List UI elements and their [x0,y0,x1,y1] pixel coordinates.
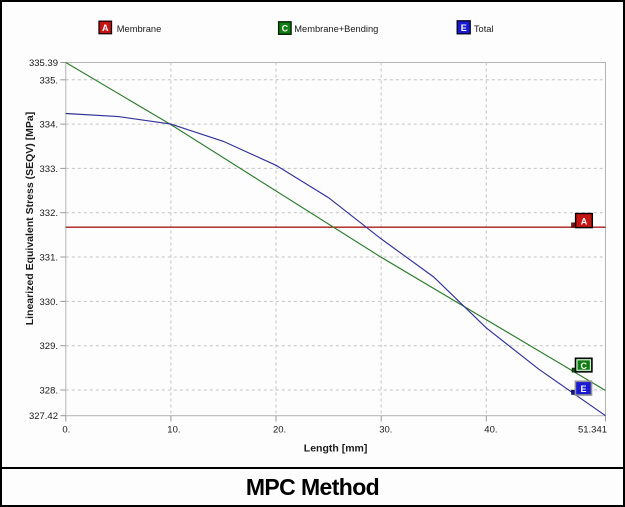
svg-text:335.39: 335.39 [29,58,58,69]
svg-text:331.: 331. [40,253,59,264]
svg-text:10.: 10. [167,424,180,435]
svg-text:A: A [581,216,588,226]
svg-text:330.: 330. [40,297,59,308]
svg-text:Linearized Equivalent Stress (: Linearized Equivalent Stress (SEQV) [MPa… [24,112,36,326]
svg-text:51.341: 51.341 [578,424,607,435]
svg-text:335.: 335. [40,75,59,86]
svg-text:327.42: 327.42 [29,411,58,422]
svg-text:30.: 30. [379,424,392,435]
svg-text:E: E [461,23,467,33]
svg-text:Length [mm]: Length [mm] [304,443,368,455]
svg-text:C: C [581,361,588,371]
svg-text:Membrane+Bending: Membrane+Bending [294,24,378,34]
svg-text:329.: 329. [40,341,59,352]
svg-text:A: A [102,23,109,33]
svg-text:334.: 334. [40,120,59,131]
svg-text:40.: 40. [484,424,497,435]
svg-text:328.: 328. [40,386,59,397]
svg-text:0.: 0. [62,424,70,435]
svg-text:Total: Total [474,24,494,34]
svg-text:333.: 333. [40,164,59,175]
svg-text:E: E [580,384,586,394]
svg-text:332.: 332. [40,208,59,219]
svg-text:C: C [282,24,289,34]
svg-text:20.: 20. [273,424,286,435]
svg-text:Membrane: Membrane [117,24,161,34]
